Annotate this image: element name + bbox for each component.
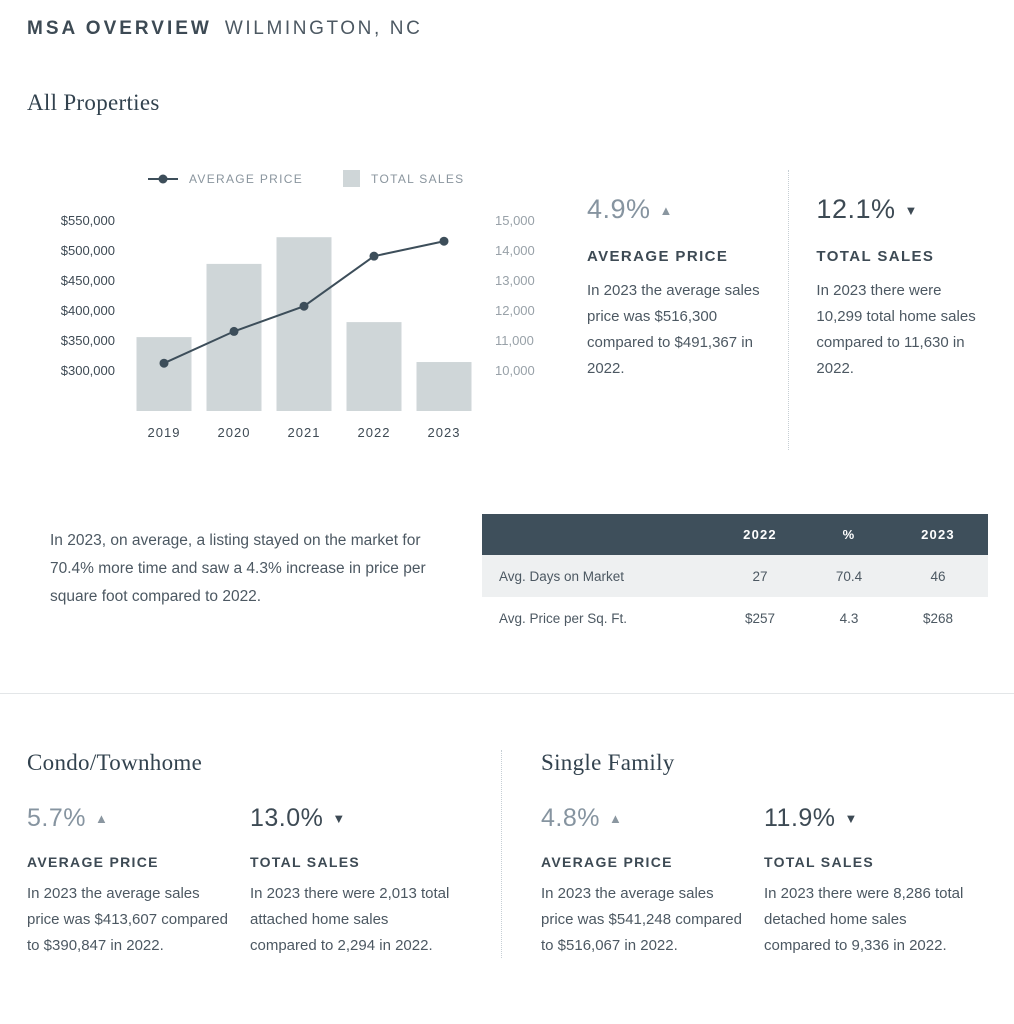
stat-label: TOTAL SALES	[764, 854, 874, 870]
stat-total-sales: 12.1% ▼ TOTAL SALES In 2023 there were 10…	[816, 170, 988, 450]
stat-percent-value: 11.9%	[764, 804, 836, 832]
legend-item-average-price: AVERAGE PRICE	[148, 172, 303, 186]
stat-description: In 2023 there were 10,299 total home sal…	[816, 282, 976, 377]
legend-label-average-price: AVERAGE PRICE	[189, 171, 304, 186]
line-marker-icon	[148, 174, 178, 183]
stat-percent: 5.7% ▲	[27, 804, 233, 833]
svg-text:$400,000: $400,000	[61, 303, 115, 318]
svg-text:$300,000: $300,000	[61, 363, 115, 378]
svg-text:11,000: 11,000	[495, 333, 534, 348]
svg-text:10,000: 10,000	[495, 363, 535, 378]
svg-text:$550,000: $550,000	[61, 213, 115, 228]
chart-legend: AVERAGE PRICE TOTAL SALES	[148, 170, 567, 187]
stat-label: TOTAL SALES	[250, 854, 360, 870]
segment-condo-townhome: Condo/Townhome 5.7% ▲ AVERAGE PRICE In 20…	[27, 750, 474, 958]
all-properties-overview: AVERAGE PRICE TOTAL SALES $550,000 $500,0…	[27, 170, 988, 450]
report-title: MSA OVERVIEW	[27, 18, 212, 39]
svg-text:2021: 2021	[288, 425, 321, 440]
stat-percent-value: 12.1%	[816, 194, 896, 224]
svg-text:13,000: 13,000	[495, 273, 535, 288]
table-header-cell-percent: %	[810, 514, 888, 555]
stat-percent-value: 13.0%	[250, 804, 324, 832]
svg-text:2020: 2020	[218, 425, 251, 440]
table-cell-2023: 46	[930, 568, 946, 584]
stat-percent: 4.9% ▲	[587, 194, 764, 225]
stat-average-price: 5.7% ▲ AVERAGE PRICE In 2023 the average …	[27, 804, 233, 958]
dot-marker-icon	[158, 174, 168, 183]
table-row: Avg. Days on Market 27 70.4 46	[482, 555, 988, 597]
table-row: Avg. Price per Sq. Ft. $257 4.3 $268	[482, 597, 988, 639]
table-cell-label: Avg. Days on Market	[499, 568, 625, 584]
stat-percent-value: 4.9%	[587, 194, 651, 224]
section-title-condo-townhome: Condo/Townhome	[27, 750, 203, 775]
stat-average-price: 4.8% ▲ AVERAGE PRICE In 2023 the average …	[541, 804, 747, 958]
stat-description: In 2023 there were 8,286 total detached …	[764, 885, 964, 954]
stat-percent-value: 5.7%	[27, 804, 86, 832]
svg-text:$500,000: $500,000	[61, 243, 115, 258]
market-summary-row: In 2023, on average, a listing stayed on…	[27, 514, 988, 639]
segments-row: Condo/Townhome 5.7% ▲ AVERAGE PRICE In 20…	[27, 750, 988, 959]
stat-description: In 2023 there were 2,013 total attached …	[250, 885, 450, 954]
trend-up-icon: ▲	[608, 811, 623, 826]
table-cell-percent: 70.4	[835, 568, 863, 584]
section-divider	[0, 693, 1014, 694]
report-subtitle: WILMINGTON, NC	[224, 18, 423, 39]
report-header: MSA OVERVIEW WILMINGTON, NC	[27, 18, 988, 40]
table-cell-label: Avg. Price per Sq. Ft.	[499, 610, 628, 626]
bar-swatch-icon	[343, 170, 361, 187]
stat-total-sales: 11.9% ▼ TOTAL SALES In 2023 there were 8,…	[764, 804, 966, 958]
table-cell-2022: 27	[752, 568, 768, 584]
trend-up-icon: ▲	[94, 811, 109, 826]
stat-description: In 2023 the average sales price was $541…	[541, 885, 742, 954]
table-header-cell-2023: 2023	[887, 514, 988, 555]
table-cell-percent: 4.3	[839, 610, 859, 626]
stat-label: AVERAGE PRICE	[541, 854, 673, 870]
legend-label-total-sales: TOTAL SALES	[371, 171, 465, 186]
svg-text:$350,000: $350,000	[61, 333, 115, 348]
svg-text:2022: 2022	[358, 425, 391, 440]
section-title-all-properties: All Properties	[27, 90, 160, 115]
svg-text:2019: 2019	[148, 425, 181, 440]
stat-total-sales: 13.0% ▼ TOTAL SALES In 2023 there were 2,…	[250, 804, 452, 958]
svg-text:12,000: 12,000	[495, 303, 535, 318]
stat-label: AVERAGE PRICE	[587, 248, 729, 265]
segment-single-family: Single Family 4.8% ▲ AVERAGE PRICE In 202…	[541, 750, 988, 958]
stat-label: AVERAGE PRICE	[27, 854, 159, 870]
price-sales-chart: AVERAGE PRICE TOTAL SALES $550,000 $500,0…	[27, 170, 567, 450]
stat-average-price: 4.9% ▲ AVERAGE PRICE In 2023 the average …	[587, 170, 764, 450]
table-header-cell-blank	[482, 514, 710, 555]
trend-down-icon: ▼	[844, 811, 858, 826]
legend-item-total-sales: TOTAL SALES	[343, 170, 464, 187]
stat-label: TOTAL SALES	[816, 248, 935, 265]
msa-overview-report: MSA OVERVIEW WILMINGTON, NC All Properti…	[0, 18, 1014, 959]
trend-down-icon: ▼	[904, 203, 918, 218]
section-title-single-family: Single Family	[541, 750, 675, 775]
segment-stats: 4.8% ▲ AVERAGE PRICE In 2023 the average …	[541, 804, 988, 958]
combo-chart-canvas: $550,000 $500,000 $450,000 $400,000 $350,000…	[61, 213, 535, 440]
stat-percent: 13.0% ▼	[250, 804, 452, 833]
trend-up-icon: ▲	[659, 203, 673, 218]
market-summary-text: In 2023, on average, a listing stayed on…	[50, 532, 426, 605]
table-header-cell-2022: 2022	[710, 514, 811, 555]
svg-text:$450,000: $450,000	[61, 273, 115, 288]
stat-percent: 12.1% ▼	[816, 194, 988, 225]
table-header: 2022 % 2023	[482, 514, 988, 555]
dotted-divider-vertical	[501, 750, 502, 959]
trend-down-icon: ▼	[332, 811, 346, 826]
dotted-divider-vertical	[788, 170, 790, 450]
stat-description: In 2023 the average sales price was $516…	[587, 282, 760, 377]
stat-percent: 11.9% ▼	[764, 804, 966, 833]
comparison-table: 2022 % 2023 Avg. Days on Market 27 70.4 …	[482, 514, 988, 639]
table-cell-2022: $257	[744, 610, 776, 626]
svg-text:2023: 2023	[428, 425, 461, 440]
svg-text:15,000: 15,000	[495, 213, 535, 228]
segment-stats: 5.7% ▲ AVERAGE PRICE In 2023 the average …	[27, 804, 474, 958]
stat-description: In 2023 the average sales price was $413…	[27, 885, 228, 954]
svg-text:14,000: 14,000	[495, 243, 535, 258]
table-cell-2023: $268	[922, 610, 953, 626]
stat-percent: 4.8% ▲	[541, 804, 747, 833]
stat-percent-value: 4.8%	[541, 804, 600, 832]
